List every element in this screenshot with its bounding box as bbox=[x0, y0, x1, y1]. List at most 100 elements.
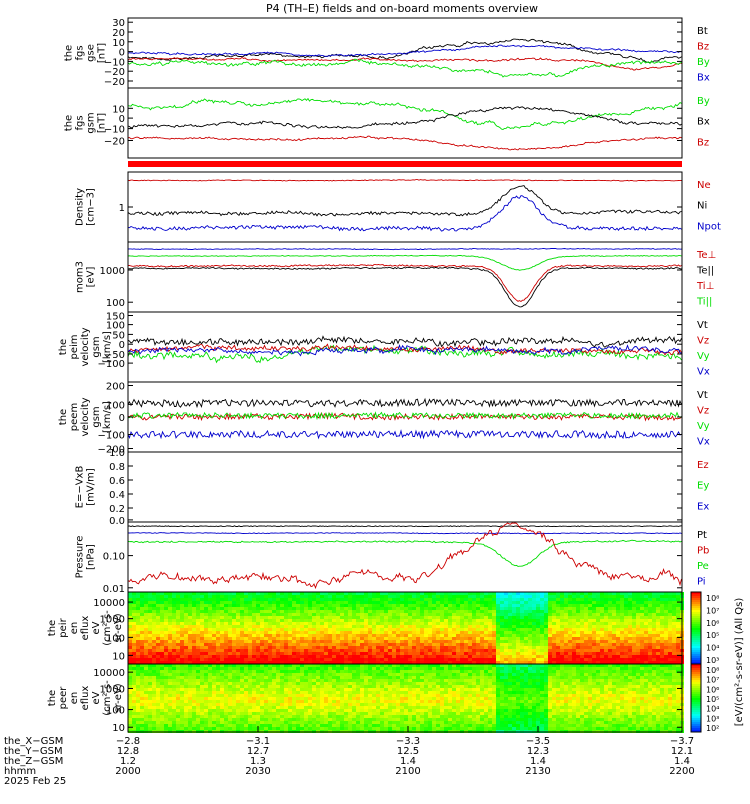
trace-vx-e bbox=[128, 431, 682, 439]
ytick-label: 0.10 bbox=[103, 552, 125, 563]
ylabel-line: peer bbox=[58, 686, 69, 710]
colorbar-tick: 10⁴ bbox=[706, 644, 719, 653]
legend-vx: Vx bbox=[697, 437, 710, 448]
ylabel-line: fgs bbox=[75, 45, 86, 60]
plot-title: P4 (TH–E) fields and on-board moments ov… bbox=[266, 2, 538, 15]
legend-bz: Bz bbox=[697, 42, 709, 53]
colorbar-tick: 10⁸ bbox=[706, 666, 719, 675]
legend-te||: Te|| bbox=[696, 266, 714, 277]
ylabel-line: [cm−3] bbox=[86, 188, 97, 226]
colorbar-tick: 10⁷ bbox=[706, 676, 719, 685]
xtick-t: 2130 bbox=[525, 766, 550, 777]
ytick-label: 0 bbox=[119, 114, 125, 125]
xaxis-row-label: 2025 Feb 25 bbox=[4, 776, 66, 787]
colorbar-label: [eV/(cm²-s-sr-eV)] (All Qs) bbox=[734, 598, 745, 727]
electron-spectrogram bbox=[128, 664, 684, 733]
legend-vy: Vy bbox=[697, 351, 710, 362]
panel-frame bbox=[128, 88, 682, 158]
ylabel-line: [km/s] bbox=[102, 331, 113, 363]
ytick-label: 10 bbox=[112, 723, 125, 734]
ylabel-line: eflux bbox=[80, 686, 91, 711]
colorbar-tick: 10⁷ bbox=[706, 606, 719, 615]
quality-flag-bar bbox=[128, 161, 682, 167]
trace-vt bbox=[128, 336, 682, 347]
ylabel-line: eV bbox=[91, 621, 102, 634]
panel-frame bbox=[128, 452, 682, 522]
trace-by bbox=[128, 59, 682, 77]
ylabel-line: eV bbox=[91, 691, 102, 704]
ylabel-line: [nT] bbox=[97, 43, 108, 63]
ylabel-line: (cm²-s- bbox=[102, 680, 113, 716]
ylabel-line: E=−VxB bbox=[75, 466, 86, 509]
ylabel-line: [km/s] bbox=[102, 401, 113, 433]
trace-bx bbox=[128, 45, 682, 56]
legend-ti||: Ti|| bbox=[696, 297, 712, 308]
legend-ex: Ex bbox=[697, 501, 709, 512]
trace-ne bbox=[128, 180, 682, 181]
trace-pt bbox=[128, 526, 682, 527]
ylabel-line: en bbox=[69, 692, 80, 705]
legend-ni: Ni bbox=[697, 201, 707, 212]
legend-pt: Pt bbox=[697, 530, 707, 541]
legend-vx: Vx bbox=[697, 367, 710, 378]
ytick-label: 0.2 bbox=[109, 504, 125, 515]
colorbar-tick: 10⁶ bbox=[706, 619, 719, 628]
legend-ez: Ez bbox=[697, 460, 709, 471]
trace-vt-e bbox=[128, 399, 682, 407]
ytick-label: 0.8 bbox=[109, 462, 125, 473]
ylabel-line: eflux bbox=[80, 616, 91, 641]
trace-bz-gsm bbox=[128, 136, 682, 150]
legend-ne: Ne bbox=[697, 180, 711, 191]
trace-pi bbox=[128, 533, 682, 534]
ylabel-line: gsm bbox=[91, 406, 102, 427]
legend-by: By bbox=[697, 57, 710, 68]
legend-te⊥: Te⊥ bbox=[696, 250, 716, 261]
legend-vz: Vz bbox=[697, 406, 709, 417]
ytick-label: 0.6 bbox=[109, 476, 125, 487]
colorbar-tick: 10⁵ bbox=[706, 695, 719, 704]
ytick-label: 10000 bbox=[93, 668, 125, 679]
ylabel-line: [eV] bbox=[86, 267, 97, 288]
ylabel-line: peir bbox=[58, 617, 69, 637]
ylabel-line: the bbox=[58, 339, 69, 355]
colorbar-tick: 10⁵ bbox=[706, 631, 719, 640]
legend-pb: Pb bbox=[697, 546, 709, 557]
ylabel-line: velocity bbox=[80, 397, 91, 436]
ytick-label: 0.0 bbox=[109, 516, 125, 527]
ytick-label: 0.01 bbox=[103, 584, 125, 595]
ion-spectrogram bbox=[128, 592, 684, 664]
trace-pe bbox=[128, 540, 682, 566]
ylabel-line: Density bbox=[75, 188, 86, 226]
ytick-label: 1.0 bbox=[109, 448, 125, 459]
ylabel-line: the bbox=[47, 690, 58, 706]
ylabel-line: [mV/m] bbox=[86, 468, 97, 506]
trace-te-par bbox=[128, 267, 682, 307]
legend-pe: Pe bbox=[697, 561, 709, 572]
ytick-label: 0 bbox=[119, 413, 125, 424]
ytick-label: 10 bbox=[112, 651, 125, 662]
panel-frame bbox=[128, 242, 682, 312]
ylabel-line: (cm²-s- bbox=[102, 610, 113, 646]
ylabel-line: the bbox=[47, 620, 58, 636]
colorbar-tick: 10⁸ bbox=[706, 594, 719, 603]
trace-bx-gsm bbox=[128, 107, 682, 129]
ytick-label: 1 bbox=[119, 203, 125, 214]
ytick-label: 200 bbox=[106, 382, 125, 393]
legend-by: By bbox=[697, 96, 710, 107]
ytick-label: 1000 bbox=[100, 266, 125, 277]
legend-bx: Bx bbox=[697, 73, 710, 84]
colorbar-tick: 10⁶ bbox=[706, 685, 719, 694]
xtick-t: 2100 bbox=[395, 766, 420, 777]
legend-npot: Npot bbox=[697, 221, 721, 232]
ylabel-line: peem bbox=[69, 403, 80, 431]
ylabel-line: sr-eV) bbox=[113, 683, 124, 712]
ytick-label: −20 bbox=[104, 77, 125, 88]
panel-frame bbox=[128, 172, 682, 242]
colorbar-tick: 10⁴ bbox=[706, 705, 719, 714]
legend-ti⊥: Ti⊥ bbox=[696, 281, 714, 292]
legend-bt: Bt bbox=[697, 26, 708, 37]
ytick-label: 0.4 bbox=[109, 490, 125, 501]
legend-vt: Vt bbox=[697, 320, 708, 331]
ylabel-line: [nPa] bbox=[86, 544, 97, 570]
